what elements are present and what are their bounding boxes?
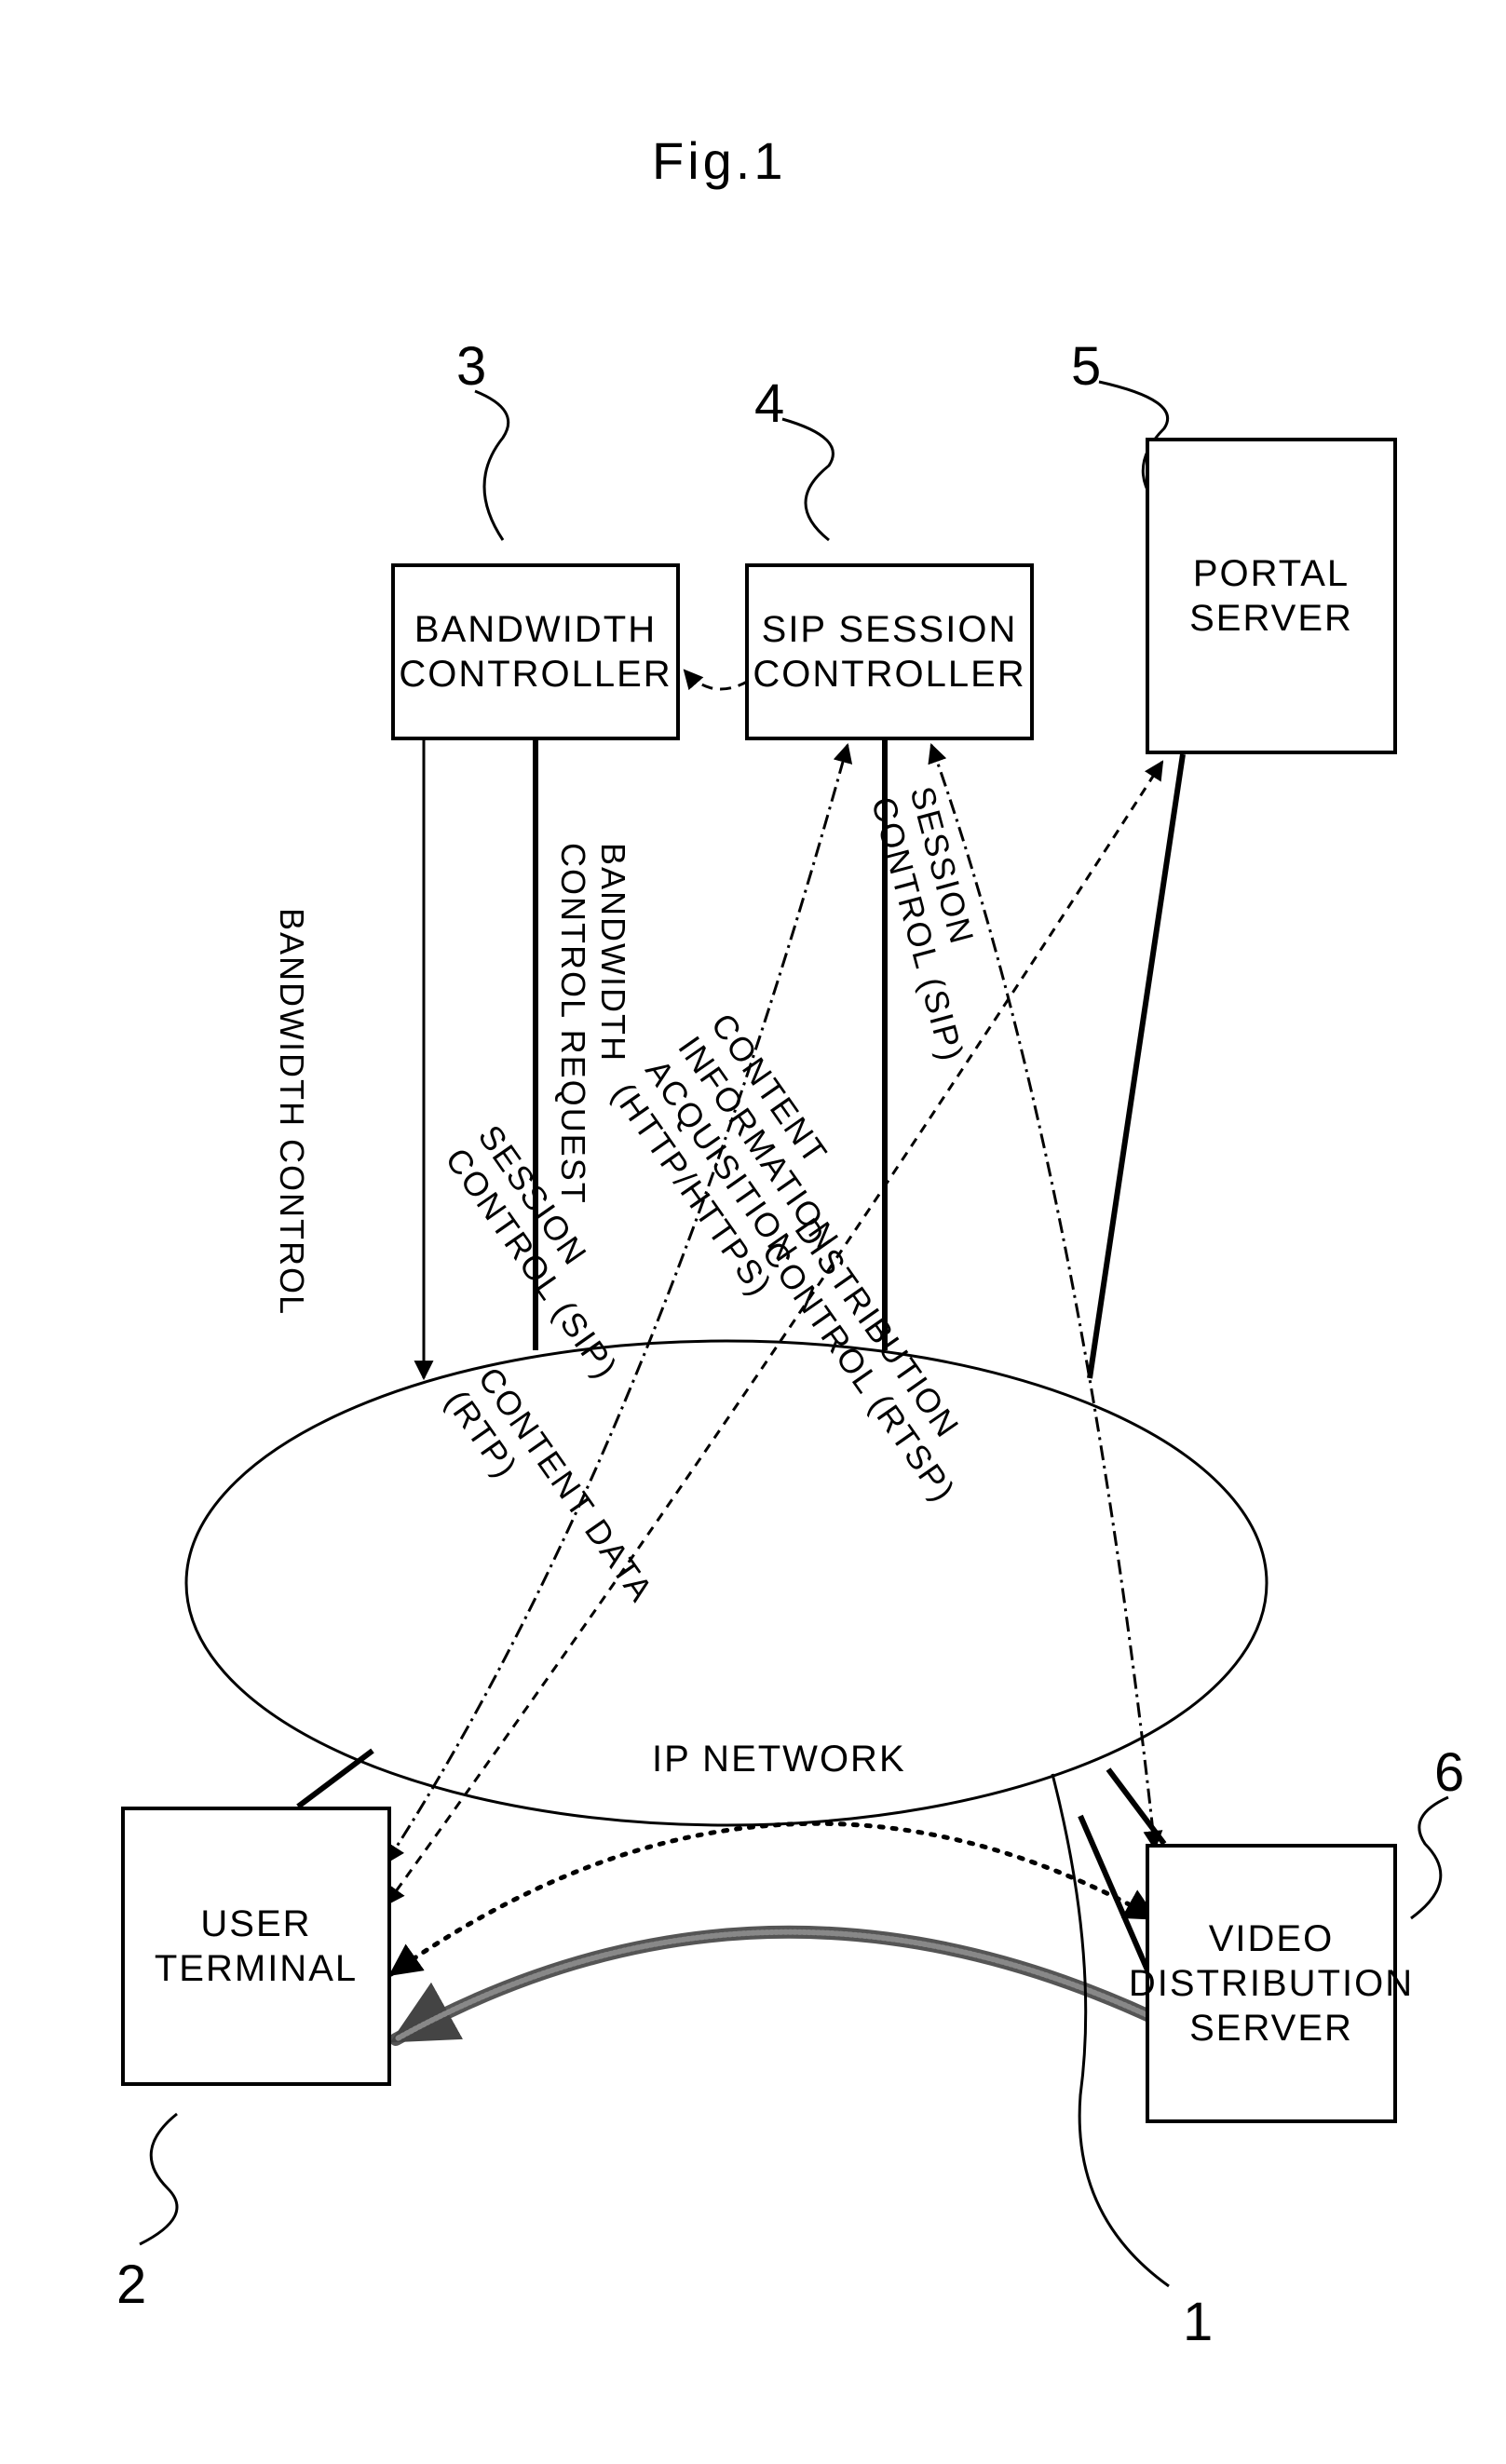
ip-network-label: IP NETWORK <box>652 1737 906 1781</box>
bandwidth-controller-label: BANDWIDTH CONTROLLER <box>399 607 672 697</box>
ref-5: 5 <box>1071 335 1101 398</box>
ref-4: 4 <box>754 372 784 435</box>
user-terminal-label: USER TERMINAL <box>134 1902 378 1991</box>
ref-2: 2 <box>116 2254 146 2316</box>
figure-label: Fig.1 <box>652 130 787 191</box>
portal-server-label: PORTAL SERVER <box>1159 551 1384 641</box>
content-data-label: CONTENT DATA (RTP) <box>437 1360 662 1633</box>
sip-session-controller-label: SIP SESSION CONTROLLER <box>753 607 1025 697</box>
portal-server-node: PORTAL SERVER <box>1146 438 1397 754</box>
sip-session-controller-node: SIP SESSION CONTROLLER <box>745 563 1034 740</box>
video-distribution-server-label: VIDEO DISTRIBUTION SERVER <box>1129 1916 1414 2051</box>
ref-6: 6 <box>1434 1741 1464 1804</box>
bandwidth-controller-node: BANDWIDTH CONTROLLER <box>391 563 680 740</box>
user-terminal-node: USER TERMINAL <box>121 1807 391 2086</box>
video-distribution-server-node: VIDEO DISTRIBUTION SERVER <box>1146 1844 1397 2123</box>
bandwidth-control-request-label: BANDWIDTH CONTROL REQUEST <box>553 843 633 1205</box>
ref-1: 1 <box>1183 2291 1213 2353</box>
session-control-right-label: SESSION CONTROL (SIP) <box>863 782 1011 1066</box>
ref-3: 3 <box>456 335 486 398</box>
distribution-control-label: DISTRIBUTION CONTROL (RTSP) <box>753 1211 997 1510</box>
bandwidth-control-label: BANDWIDTH CONTROL <box>272 908 312 1316</box>
diagram-canvas: Fig.1 <box>0 0 1506 2464</box>
